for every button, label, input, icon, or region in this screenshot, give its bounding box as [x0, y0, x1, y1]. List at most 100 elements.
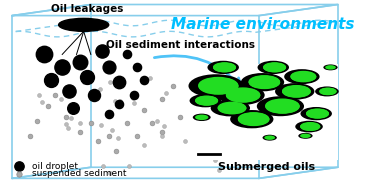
Point — [91, 94, 97, 97]
Point — [131, 102, 137, 105]
Ellipse shape — [249, 76, 280, 89]
Ellipse shape — [213, 62, 236, 72]
Point — [88, 121, 94, 124]
Ellipse shape — [282, 86, 311, 98]
Ellipse shape — [263, 63, 286, 72]
Ellipse shape — [282, 85, 311, 98]
Point — [77, 121, 83, 124]
Ellipse shape — [211, 100, 250, 116]
Ellipse shape — [226, 87, 260, 102]
Ellipse shape — [195, 96, 218, 106]
Point — [113, 149, 119, 152]
Point — [36, 93, 42, 96]
Point — [70, 108, 76, 112]
Ellipse shape — [291, 71, 316, 82]
Point — [84, 75, 90, 78]
Point — [49, 79, 55, 82]
Ellipse shape — [257, 96, 304, 116]
Point — [147, 76, 153, 79]
Text: Submerged oils: Submerged oils — [218, 162, 315, 172]
Point — [212, 158, 218, 161]
Ellipse shape — [300, 134, 311, 138]
Point — [159, 97, 165, 100]
Ellipse shape — [275, 83, 315, 100]
Point — [141, 144, 147, 147]
Point — [109, 129, 115, 132]
Ellipse shape — [218, 102, 246, 114]
Point — [45, 105, 51, 108]
Point — [123, 53, 129, 56]
Text: Oil leakages: Oil leakages — [51, 4, 123, 14]
Point — [100, 165, 106, 168]
Point — [163, 91, 169, 94]
Point — [59, 66, 65, 69]
Ellipse shape — [265, 98, 300, 113]
Ellipse shape — [213, 63, 236, 72]
Point — [106, 134, 112, 137]
Ellipse shape — [195, 95, 218, 105]
Point — [116, 103, 122, 106]
Ellipse shape — [238, 112, 269, 125]
Point — [81, 81, 87, 84]
Ellipse shape — [306, 109, 329, 119]
Point — [106, 66, 112, 69]
Ellipse shape — [198, 78, 238, 95]
Point — [63, 122, 69, 125]
Bar — [194, 64, 338, 160]
Point — [116, 136, 122, 139]
Ellipse shape — [226, 88, 260, 103]
FancyArrowPatch shape — [154, 56, 241, 87]
Ellipse shape — [324, 64, 338, 70]
Text: Marine environments: Marine environments — [171, 17, 354, 32]
Ellipse shape — [241, 73, 284, 91]
Point — [159, 131, 165, 134]
Ellipse shape — [325, 65, 336, 70]
Ellipse shape — [315, 86, 339, 96]
Point — [148, 121, 154, 124]
Point — [177, 116, 183, 119]
Ellipse shape — [188, 74, 243, 98]
Ellipse shape — [290, 71, 316, 82]
Ellipse shape — [230, 110, 273, 128]
Ellipse shape — [295, 121, 323, 132]
Point — [66, 90, 72, 93]
Point — [58, 97, 64, 100]
Point — [117, 99, 123, 102]
Point — [34, 119, 40, 122]
Point — [116, 81, 122, 84]
Point — [134, 66, 140, 69]
Point — [106, 112, 112, 115]
Point — [99, 49, 105, 52]
Point — [141, 108, 147, 112]
Ellipse shape — [306, 109, 329, 119]
Ellipse shape — [190, 94, 221, 107]
Ellipse shape — [319, 88, 337, 95]
Point — [161, 125, 167, 128]
Point — [63, 116, 69, 119]
Ellipse shape — [226, 88, 260, 102]
Point — [95, 140, 101, 143]
Ellipse shape — [300, 107, 332, 120]
Ellipse shape — [218, 102, 246, 114]
Ellipse shape — [300, 122, 320, 131]
Ellipse shape — [319, 88, 337, 95]
Ellipse shape — [263, 135, 277, 141]
Point — [107, 81, 113, 84]
Point — [134, 134, 140, 137]
Ellipse shape — [258, 61, 289, 74]
Text: Oil sediment interactions: Oil sediment interactions — [106, 40, 255, 50]
Point — [159, 134, 165, 137]
Text: oil droplet: oil droplet — [32, 162, 78, 171]
Point — [52, 94, 58, 97]
Ellipse shape — [248, 75, 280, 88]
Point — [77, 60, 83, 63]
Point — [68, 117, 74, 120]
Point — [27, 134, 33, 137]
Ellipse shape — [193, 114, 211, 121]
Point — [123, 121, 129, 124]
Point — [70, 107, 76, 110]
Point — [170, 84, 176, 87]
Ellipse shape — [263, 62, 286, 72]
Point — [130, 96, 136, 99]
Ellipse shape — [300, 122, 320, 130]
